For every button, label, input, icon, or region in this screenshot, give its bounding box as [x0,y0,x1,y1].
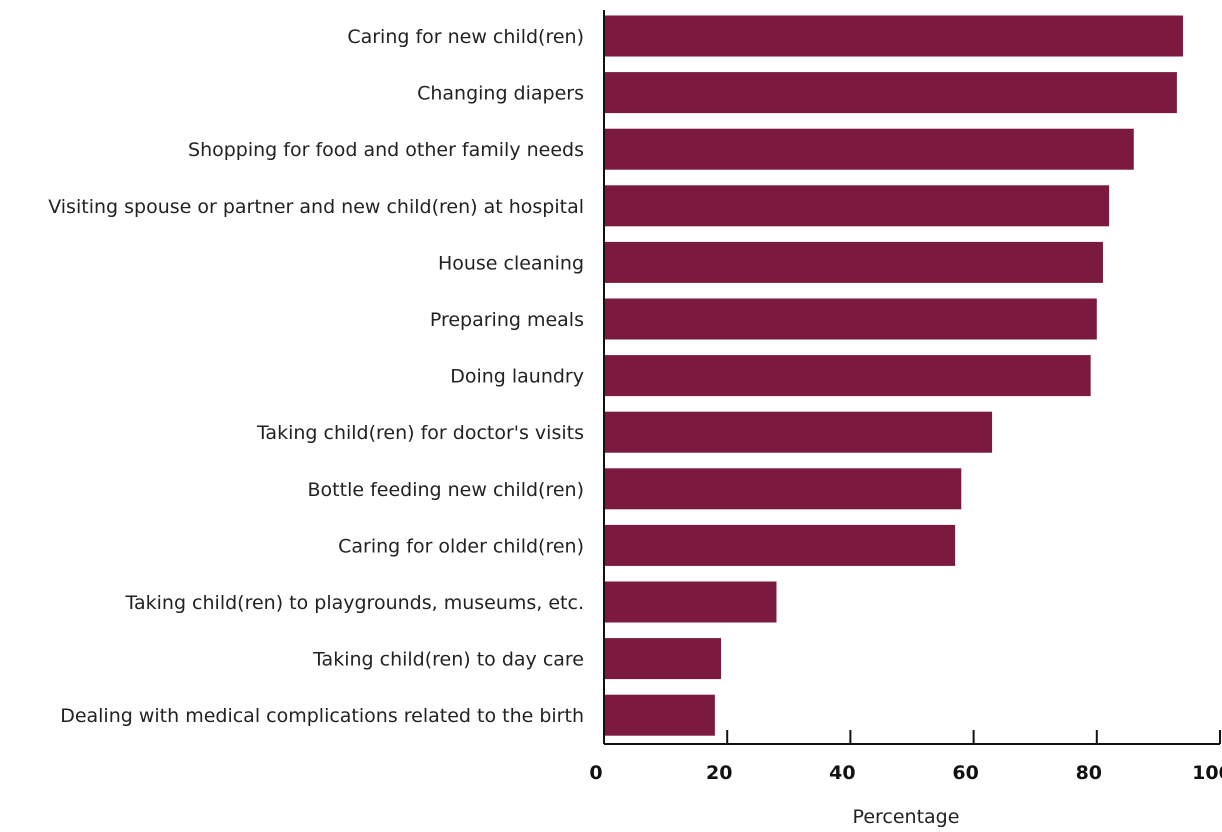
category-label: Caring for older child(ren) [338,535,584,557]
bar [604,185,1110,227]
bar [604,524,956,566]
bar [604,355,1091,397]
x-tick-label: 60 [952,762,978,784]
category-label: Caring for new child(ren) [347,26,584,48]
x-tick-label: 20 [706,762,732,784]
bar [604,241,1103,283]
bar [604,15,1184,57]
x-axis-title: Percentage [853,806,960,828]
category-label: Preparing meals [430,309,584,331]
x-tick-label: 0 [589,762,602,784]
x-tick-label: 100 [1192,762,1222,784]
category-label: Taking child(ren) for doctor's visits [256,422,584,444]
category-label: Dealing with medical complications relat… [60,705,584,727]
category-label: House cleaning [438,252,584,274]
bar [604,128,1134,170]
bar [604,72,1177,114]
category-label: Visiting spouse or partner and new child… [48,196,584,218]
x-tick-label: 40 [829,762,855,784]
x-ticks [726,730,1221,744]
category-label: Shopping for food and other family needs [188,139,584,161]
bar [604,694,715,736]
bar [604,468,962,510]
category-label: Taking child(ren) to day care [312,649,584,671]
bar [604,638,722,680]
category-label: Changing diapers [417,83,584,105]
category-label: Taking child(ren) to playgrounds, museum… [125,592,584,614]
bar [604,581,777,623]
bar [604,411,993,453]
category-label: Bottle feeding new child(ren) [308,479,584,501]
bar [604,298,1097,340]
x-tick-label: 80 [1076,762,1102,784]
category-labels: Caring for new child(ren) Changing diaper… [48,26,584,727]
category-label: Doing laundry [450,366,584,388]
x-tick-labels: 0 20 40 60 80 100 [589,762,1222,784]
bars-group [604,15,1184,736]
